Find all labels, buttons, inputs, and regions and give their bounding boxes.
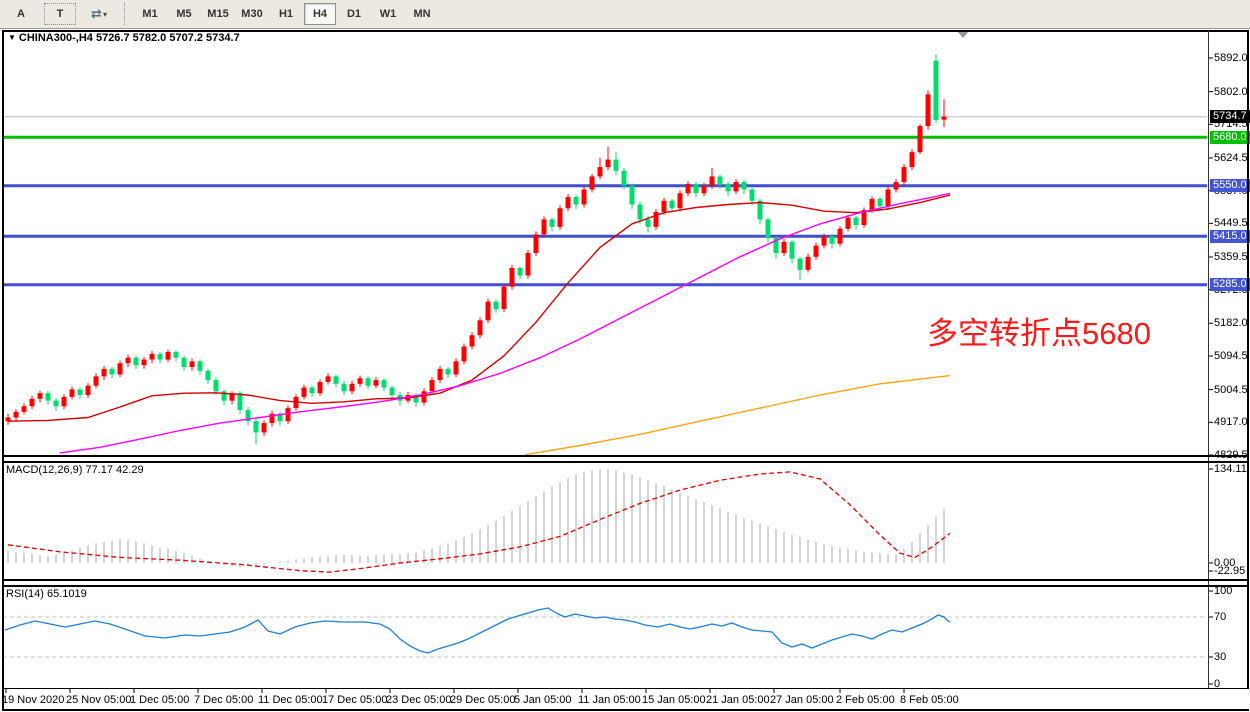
price-tick-label: 5004.5 — [1214, 383, 1248, 396]
macd-axis-label: 134.11 — [1214, 463, 1247, 475]
date-tick-label: 19 Nov 2020 — [2, 694, 65, 706]
timeframe-button-MN[interactable]: MN — [413, 8, 431, 20]
price-tick-label: 5094.5 — [1214, 349, 1248, 362]
rsi-axis-label: 70 — [1214, 611, 1227, 623]
price-tick-label: 5802.0 — [1214, 85, 1248, 98]
chart-symbol-label: CHINA300-,H4 — [18, 32, 93, 44]
price-level-box: 5415.0 — [1210, 229, 1250, 243]
date-tick-label: 5 Jan 05:00 — [514, 694, 572, 706]
chart-ohlc-values: 5726.7 5782.0 5707.2 5734.7 — [95, 32, 240, 44]
rsi-indicator-label: RSI(14) 65.1019 — [6, 588, 87, 600]
timeframe-button-M15[interactable]: M15 — [207, 8, 229, 20]
timeframe-button-H4[interactable]: H4 — [304, 3, 336, 25]
rsi-axis-label: 100 — [1214, 585, 1233, 597]
objects-arrow-tool-button[interactable]: ⇄ ▾ — [83, 3, 115, 25]
date-tick-label: 1 Dec 05:00 — [130, 694, 190, 706]
rsi-panel — [3, 607, 1207, 658]
macd-indicator-label: MACD(12,26,9) 77.17 42.29 — [6, 464, 144, 476]
macd-axis-label: -22.95 — [1214, 565, 1246, 577]
toolbar: A T ⇄ ▾ M1 M5 M15 M30 H1 H4 D1 W1 MN — [0, 0, 1250, 29]
ma-fast-red — [7, 194, 951, 422]
date-tick-label: 17 Dec 05:00 — [322, 694, 388, 706]
rsi-line — [4, 607, 951, 654]
price-tick-label: 4917.0 — [1214, 416, 1248, 429]
date-tick-label: 25 Nov 05:00 — [66, 694, 132, 706]
price-level-box: 5680.0 — [1210, 130, 1250, 144]
timeframe-button-D1[interactable]: D1 — [346, 8, 362, 20]
date-tick-label: 15 Jan 05:00 — [642, 694, 706, 706]
macd-axis-label: 0.00 — [1214, 557, 1236, 569]
timeframe-button-H1[interactable]: H1 — [278, 8, 294, 20]
price-tick-label: 5359.5 — [1214, 250, 1248, 263]
chart-border — [2, 709, 1249, 711]
toolbar-separator — [124, 3, 127, 25]
chart-border — [2, 579, 1249, 581]
date-tick-label: 23 Dec 05:00 — [386, 694, 452, 706]
rsi-axis-label: 0 — [1214, 678, 1221, 690]
candlestick-series — [5, 54, 947, 445]
rsi-axis-label: 30 — [1214, 651, 1227, 663]
chart-annotation-text[interactable]: 多空转折点5680 — [927, 316, 1151, 351]
macd-panel — [7, 469, 951, 573]
chart-border — [2, 688, 1249, 689]
arrows-icon: ⇄ — [91, 6, 102, 21]
date-tick-label: 7 Dec 05:00 — [194, 694, 254, 706]
date-tick-label: 11 Jan 05:00 — [578, 694, 641, 706]
text-label-tool-button[interactable]: T — [44, 3, 76, 25]
date-tick-label: 27 Jan 05:00 — [770, 694, 834, 706]
chart-border — [2, 585, 1249, 587]
axis-ticks — [5, 57, 1213, 693]
date-tick-label: 2 Feb 05:00 — [836, 694, 895, 706]
price-level-box: 5734.7 — [1210, 110, 1250, 124]
chart-border — [2, 461, 1249, 463]
chart-title: ▼ CHINA300-,H4 5726.7 5782.0 5707.2 5734.… — [8, 32, 240, 44]
timeframe-button-M1[interactable]: M1 — [142, 8, 158, 20]
chart-border — [2, 30, 4, 710]
chevron-down-icon: ▾ — [102, 9, 107, 19]
date-tick-label: 8 Feb 05:00 — [900, 694, 959, 706]
timeframe-button-M5[interactable]: M5 — [176, 8, 192, 20]
date-tick-label: 11 Dec 05:00 — [258, 694, 323, 706]
chart-border — [2, 30, 1249, 32]
text-tool-button[interactable]: A — [17, 8, 25, 20]
macd-signal-line — [7, 471, 951, 573]
chart-border — [1208, 30, 1209, 689]
price-tick-label: 5449.5 — [1214, 217, 1248, 230]
price-tick-label: 5892.0 — [1214, 52, 1248, 64]
timeframe-button-W1[interactable]: W1 — [379, 8, 397, 20]
horizontal-levels[interactable] — [3, 116, 1207, 287]
chart-dropdown-icon[interactable]: ▼ — [8, 33, 16, 42]
chart-border — [1247, 30, 1249, 689]
timeframe-toolbar: M1 M5 M15 M30 H1 H4 D1 W1 MN — [133, 3, 439, 25]
price-tick-label: 5624.5 — [1214, 151, 1248, 164]
date-tick-label: 29 Dec 05:00 — [450, 694, 516, 706]
price-level-box: 5550.0 — [1210, 179, 1250, 193]
timeframe-button-M30[interactable]: M30 — [241, 8, 263, 20]
ma-mid-magenta — [59, 192, 951, 454]
price-tick-label: 5182.0 — [1214, 317, 1248, 330]
chart-border — [2, 455, 1249, 457]
ma-slow-orange — [524, 374, 951, 456]
chart-shift-marker-icon[interactable] — [957, 31, 969, 38]
price-level-box: 5285.0 — [1210, 278, 1250, 292]
date-tick-label: 21 Jan 05:00 — [706, 694, 770, 706]
